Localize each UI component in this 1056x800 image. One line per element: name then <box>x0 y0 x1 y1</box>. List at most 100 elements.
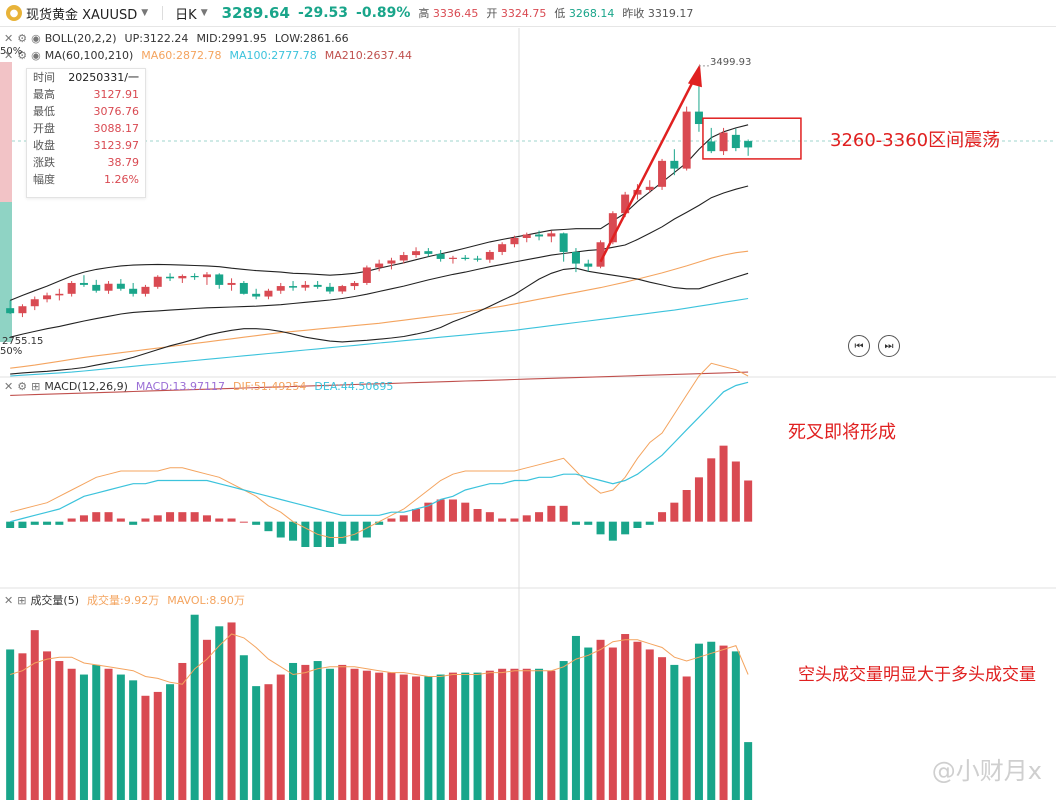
range-annotation: 3260-3360区间震荡 <box>830 130 1001 151</box>
volume-bar <box>153 691 162 800</box>
volume-bar <box>436 674 445 800</box>
volume-bar <box>43 651 52 800</box>
macd-bar <box>153 515 162 522</box>
gear-icon[interactable]: ⚙ <box>17 32 28 45</box>
ma210-line <box>10 371 749 396</box>
macd-bar <box>67 518 76 522</box>
volume-bar <box>547 670 556 800</box>
candle-body <box>239 282 248 294</box>
candle-body <box>92 284 101 291</box>
boll-up: UP:3122.24 <box>124 32 189 45</box>
high-quote: 高 3336.45 <box>418 7 479 20</box>
candle-body <box>731 134 740 149</box>
divider <box>162 6 164 20</box>
symbol-selector[interactable]: 现货黄金 XAUUSD <box>26 7 138 23</box>
volume-bar <box>596 639 605 800</box>
candle-body <box>485 251 494 260</box>
price-change-pct: -0.89% <box>356 5 411 21</box>
volume-bar <box>744 742 753 800</box>
skip-forward-icon: ⏭ <box>884 340 894 352</box>
period-selector[interactable]: 日K <box>175 7 197 23</box>
volume-bar <box>6 649 15 800</box>
macd-bar <box>178 512 187 522</box>
volume-bar <box>301 664 310 800</box>
candle-body <box>252 293 261 297</box>
candle-tooltip: 时间 20250331/一 最高 3127.91 最低 3076.76 开盘 3088.… <box>26 68 146 198</box>
candle-body <box>375 263 384 268</box>
macd-bar <box>645 521 654 525</box>
macd-bar <box>707 458 716 522</box>
candle-body <box>276 286 285 291</box>
gear-icon[interactable]: ⚙ <box>17 380 28 393</box>
volume-bar <box>55 661 64 800</box>
volume-bar <box>239 655 248 800</box>
chevron-down-icon[interactable]: ▼ <box>141 8 149 18</box>
candle-body <box>55 293 64 296</box>
candle-body <box>424 251 433 254</box>
gear-icon[interactable]: ⚙ <box>17 49 28 62</box>
candle-body <box>670 160 679 169</box>
volume-bar <box>707 641 716 800</box>
skip-forward-button[interactable]: ⏭ <box>878 335 900 357</box>
macd-bar <box>535 512 544 522</box>
volume-bar <box>227 622 236 800</box>
close-icon[interactable]: ✕ <box>4 380 14 393</box>
macd-bar <box>633 521 642 528</box>
macd-bar <box>239 521 248 523</box>
eye-icon[interactable]: ◉ <box>31 32 41 45</box>
close-icon[interactable]: ✕ <box>4 593 14 607</box>
candle-body <box>325 286 334 292</box>
volume-bar <box>166 684 175 800</box>
macd-bar <box>658 512 667 522</box>
candle-body <box>129 288 138 294</box>
macd-bar <box>141 518 150 522</box>
volume-legend: ✕ ⊞ 成交量(5) 成交量:9.92万 MAVOL:8.90万 <box>4 592 253 608</box>
volume-bar <box>658 657 667 800</box>
candle-body <box>498 244 507 252</box>
candle-body <box>166 276 175 279</box>
candle-body <box>18 306 27 314</box>
macd-bar <box>215 518 224 522</box>
candle-body <box>6 308 15 314</box>
candle-body <box>510 237 519 245</box>
volume-bar <box>621 634 630 800</box>
ma100-line <box>10 297 749 377</box>
skip-back-button[interactable]: ⏮ <box>848 335 870 357</box>
volume-value: 成交量:9.92万 <box>87 594 160 607</box>
expand-icon[interactable]: ⊞ <box>17 593 27 607</box>
boll-mid-line <box>10 185 749 338</box>
candle-body <box>645 186 654 190</box>
macd-bar <box>510 518 519 522</box>
candle-body <box>658 160 667 187</box>
candle-body <box>694 111 703 125</box>
watermark: @小财月x <box>931 757 1042 785</box>
macd-bar <box>18 521 27 528</box>
candle-body <box>30 299 39 307</box>
volume-bar <box>289 662 298 800</box>
volume-bar <box>399 674 408 800</box>
volume-bar <box>190 614 199 800</box>
close-icon[interactable]: ✕ <box>4 32 14 45</box>
tooltip-row: 幅度 1.26% <box>33 173 139 186</box>
boll-low: LOW:2861.66 <box>274 32 349 45</box>
eye-icon[interactable]: ◉ <box>31 49 41 62</box>
chevron-down-icon[interactable]: ▼ <box>200 8 208 18</box>
close-icon[interactable]: ✕ <box>4 49 14 62</box>
candle-body <box>79 282 88 285</box>
price-change: -29.53 <box>297 5 349 21</box>
macd-bar <box>350 521 359 541</box>
volume-bar <box>670 664 679 800</box>
candle-body <box>43 295 52 300</box>
candle-body <box>412 251 421 256</box>
expand-icon[interactable]: ⊞ <box>31 380 41 393</box>
volume-bar <box>387 672 396 800</box>
macd-bar <box>621 521 630 535</box>
ma60-value: MA60:2872.78 <box>141 49 222 62</box>
volume-bar <box>338 664 347 800</box>
mavol-value: MAVOL:8.90万 <box>167 594 245 607</box>
candle-body <box>707 141 716 152</box>
candle-body <box>621 194 630 214</box>
macd-bar <box>30 521 39 525</box>
macd-bar <box>362 521 371 538</box>
range-box <box>702 117 802 160</box>
